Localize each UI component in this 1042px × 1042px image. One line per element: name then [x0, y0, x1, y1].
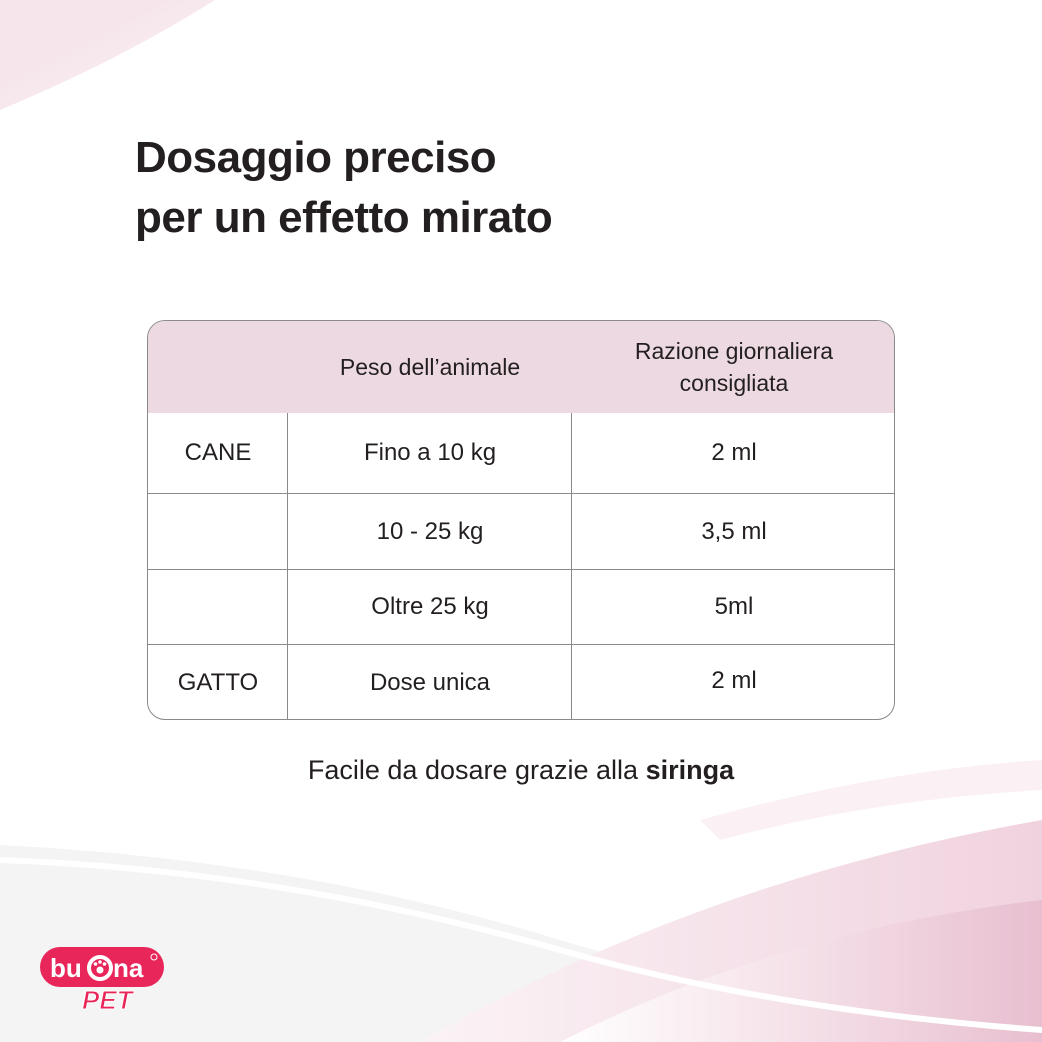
svg-text:na: na: [113, 953, 144, 983]
row-divider: [148, 569, 894, 570]
note-bold: siringa: [645, 755, 735, 785]
column-divider: [571, 413, 572, 719]
title-line-2: per un effetto mirato: [135, 193, 553, 242]
title-line-1: Dosaggio preciso: [135, 133, 497, 182]
row-divider: [148, 644, 894, 645]
header-weight: Peso dell’animale: [339, 354, 521, 380]
row-animal: GATTO: [177, 669, 259, 696]
header-daily-dose-line2: consigliata: [679, 370, 789, 396]
row-weight: Oltre 25 kg: [371, 593, 489, 620]
dosage-table: Peso dell’animale Razione giornaliera co…: [147, 320, 895, 720]
row-dose: 2 ml: [711, 667, 757, 694]
row-dose: 2 ml: [711, 439, 757, 466]
row-animal: [148, 494, 288, 569]
column-divider: [287, 413, 288, 719]
row-divider: [148, 493, 894, 494]
svg-text:bu: bu: [50, 953, 82, 983]
header-daily-dose-line1: Razione giornaliera: [634, 338, 834, 364]
row-animal: CANE: [184, 439, 252, 466]
table-header: [148, 321, 894, 413]
buona-pet-logo: bu na PET: [40, 947, 164, 1013]
page-title: Dosaggio preciso per un effetto mirato: [135, 128, 553, 248]
row-animal: [148, 570, 288, 644]
header-daily-dose: Razione giornaliera consigliata: [572, 321, 894, 413]
row-weight: Dose unica: [369, 669, 491, 696]
row-weight: Fino a 10 kg: [363, 439, 497, 466]
note-text: Facile da dosare grazie alla: [307, 755, 646, 785]
svg-text:PET: PET: [82, 985, 135, 1013]
row-weight: 10 - 25 kg: [376, 517, 484, 545]
syringe-note: Facile da dosare grazie alla siringa: [0, 755, 1042, 786]
row-dose: 5ml: [714, 593, 754, 620]
row-dose: 3,5 ml: [701, 517, 767, 545]
